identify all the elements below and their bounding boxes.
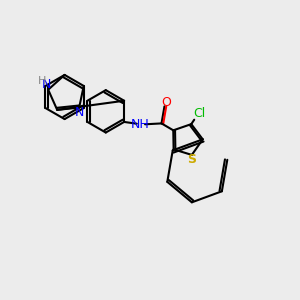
Text: NH: NH bbox=[131, 118, 150, 131]
Text: H: H bbox=[38, 76, 46, 86]
Text: O: O bbox=[162, 96, 172, 109]
Text: S: S bbox=[187, 152, 196, 166]
Text: Cl: Cl bbox=[193, 107, 206, 120]
Text: N: N bbox=[74, 106, 84, 119]
Text: N: N bbox=[42, 78, 51, 91]
